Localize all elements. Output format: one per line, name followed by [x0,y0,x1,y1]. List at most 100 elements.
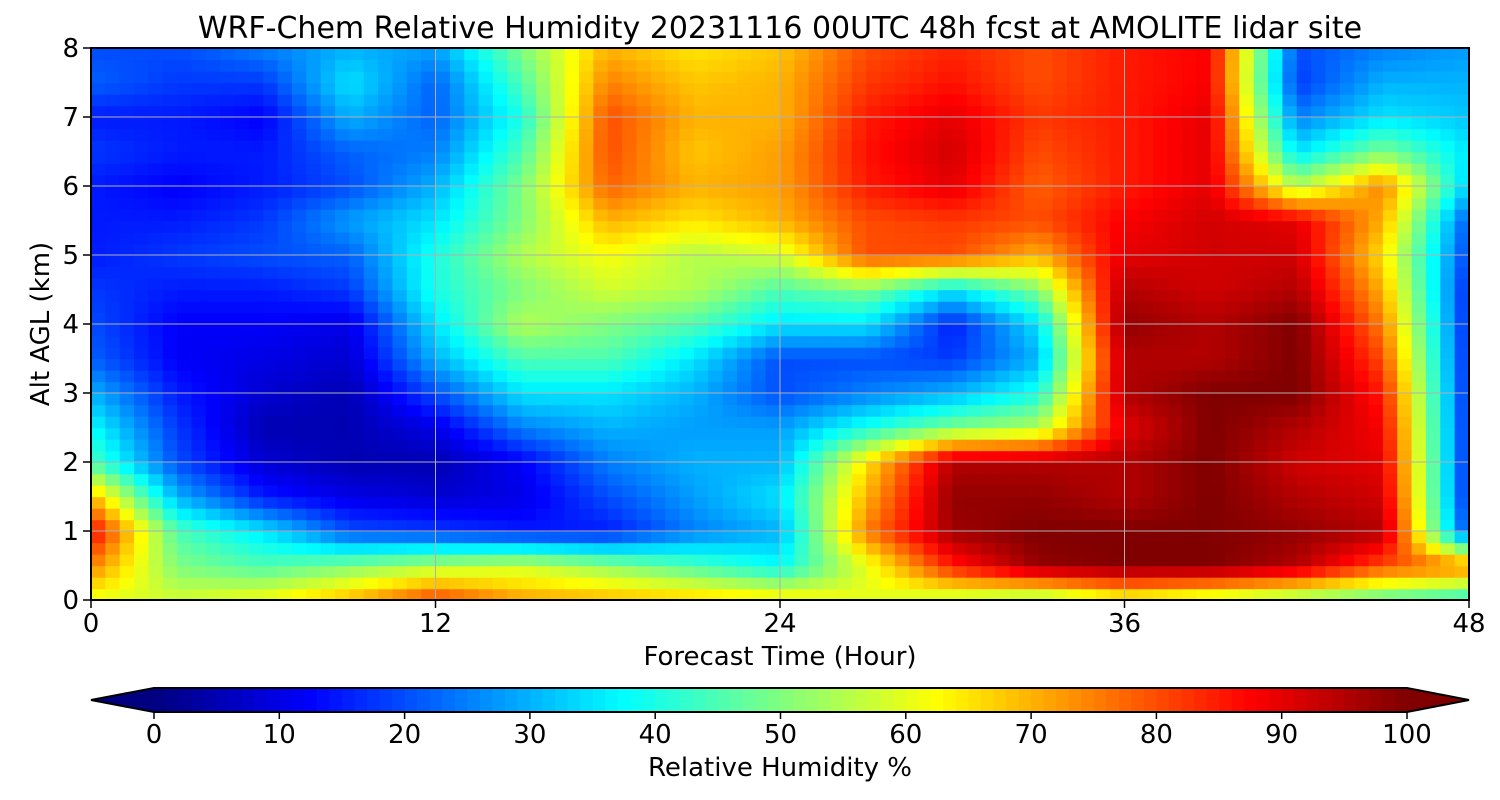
colorbar-extend-high [1407,688,1469,712]
heatmap-cell [119,370,135,383]
heatmap-cell [162,542,178,555]
heatmap-cell [335,128,351,141]
heatmap-cell [851,94,867,107]
heatmap-cell [1038,462,1054,475]
heatmap-cell [464,220,480,233]
heatmap-cell [421,186,437,199]
heatmap-cell [1282,542,1298,555]
heatmap-cell [378,577,394,590]
heatmap-cell [550,496,566,509]
heatmap-cell [550,301,566,314]
heatmap-cell [349,473,365,486]
heatmap-cell [650,485,666,498]
heatmap-cell [248,381,264,394]
heatmap-cell [751,94,767,107]
heatmap-cell [1224,404,1241,417]
heatmap-cell [579,450,595,463]
heatmap-cell [421,496,437,509]
heatmap-cell [1239,289,1255,302]
heatmap-cell [1268,588,1284,600]
heatmap-cell [751,462,767,475]
heatmap-cell [421,577,437,590]
heatmap-cell [1024,370,1040,383]
heatmap-cell [1382,439,1398,452]
heatmap-cell [765,335,781,348]
heatmap-cell [464,255,480,268]
heatmap-cell [335,381,351,394]
heatmap-cell [851,105,867,118]
heatmap-cell [794,473,810,486]
heatmap-cell [263,128,279,141]
heatmap-cell [1368,370,1384,383]
heatmap-cell [234,473,250,486]
heatmap-cell [162,48,178,61]
heatmap-cell [650,59,666,72]
heatmap-cell [1038,266,1054,279]
heatmap-cell [220,117,236,130]
heatmap-cell [421,71,437,84]
heatmap-cell [492,94,508,107]
heatmap-cell [335,404,351,417]
heatmap-cell [1311,439,1327,452]
heatmap-cell [665,554,681,567]
heatmap-cell [794,174,810,187]
heatmap-cell [1382,197,1398,210]
colorbar-segment [1018,688,1032,712]
heatmap-cell [808,163,824,176]
heatmap-cell [923,59,939,72]
heatmap-cell [1440,416,1456,429]
heatmap-cell [1354,71,1370,84]
heatmap-cell [966,381,982,394]
heatmap-cell [823,462,839,475]
heatmap-cell [923,577,939,590]
heatmap-cell [1440,140,1456,153]
heatmap-cell [119,381,135,394]
heatmap-cell [148,301,164,314]
heatmap-cell [980,565,997,578]
heatmap-cell [1067,335,1083,348]
colorbar-segment [367,688,381,712]
heatmap-cell [579,404,595,417]
heatmap-cell [162,485,178,498]
heatmap-cell [564,565,580,578]
heatmap-cell [1311,393,1327,406]
heatmap-cell [1224,370,1241,383]
heatmap-cell [1325,324,1341,337]
heatmap-cell [220,404,236,417]
heatmap-cell [1052,404,1068,417]
heatmap-cell [1153,358,1169,371]
heatmap-cell [564,542,580,555]
heatmap-cell [1397,531,1413,544]
heatmap-cell [378,266,394,279]
heatmap-cell [91,496,107,509]
heatmap-cell [535,473,552,486]
colorbar-ticks: 0 10 20 30 40 50 60 70 80 90 100 [146,712,1432,750]
heatmap-cell [91,301,107,314]
heatmap-cell [708,335,724,348]
heatmap-cell [1038,128,1054,141]
heatmap-cell [1268,370,1284,383]
heatmap-cell [378,381,394,394]
heatmap-cell [91,220,107,233]
heatmap-cell [851,577,867,590]
heatmap-cell [1311,416,1327,429]
heatmap-cell [291,186,308,199]
heatmap-cell [794,209,810,222]
heatmap-cell [909,48,925,61]
heatmap-cell [1067,71,1083,84]
heatmap-cell [1368,94,1384,107]
heatmap-cell [923,450,939,463]
heatmap-cell [1210,186,1226,199]
heatmap-cell [1038,301,1054,314]
heatmap-cell [220,335,236,348]
heatmap-cell [1138,496,1154,509]
heatmap-cell [751,289,767,302]
heatmap-cell [1052,427,1068,440]
heatmap-cell [234,71,250,84]
heatmap-cell [119,404,135,417]
heatmap-cell [564,588,580,600]
heatmap-cell [134,347,150,360]
heatmap-cell [1210,577,1226,590]
heatmap-cell [105,358,121,371]
